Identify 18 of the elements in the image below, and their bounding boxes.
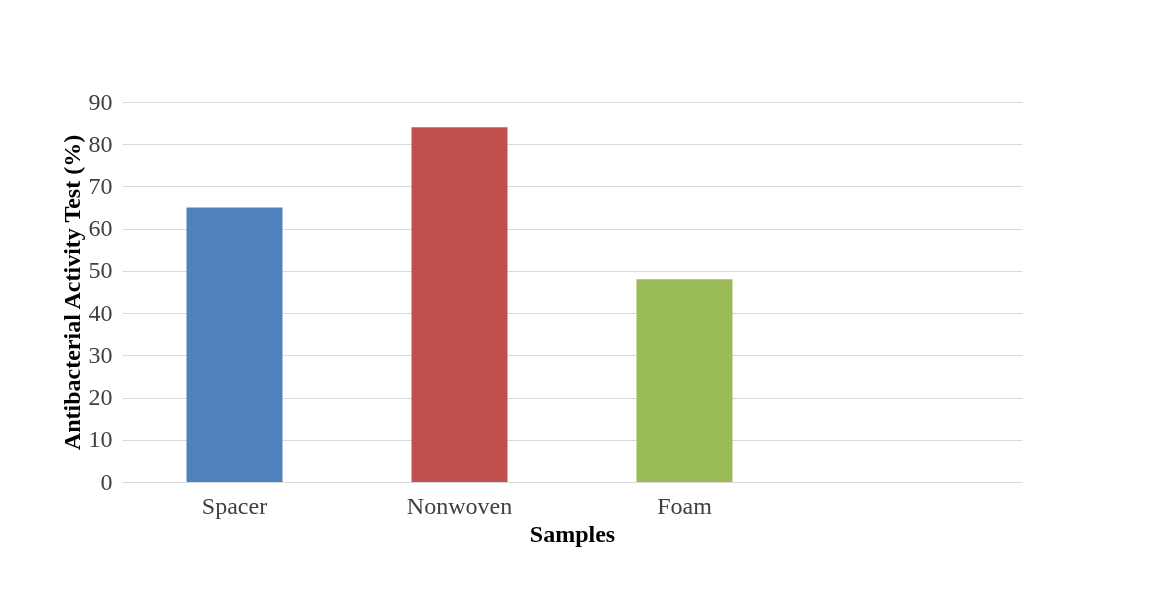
y-tick-label: 60 [88, 215, 113, 242]
y-axis-title: Antibacterial Activity Test (%) [58, 134, 85, 451]
x-tick-label: Nonwoven [406, 492, 513, 519]
x-axis-title: Samples [529, 520, 616, 547]
bar [636, 279, 733, 482]
bar [411, 127, 508, 482]
y-tick-label: 50 [88, 257, 113, 284]
y-tick-label: 0 [100, 468, 113, 495]
x-tick-label: Spacer [201, 492, 268, 519]
y-tick-label: 80 [88, 130, 113, 157]
y-tick-label: 10 [88, 426, 113, 453]
x-tick-label: Foam [657, 492, 713, 519]
y-tick-label: 20 [88, 384, 113, 411]
y-tick-label: 90 [88, 88, 113, 115]
bar [186, 207, 283, 482]
y-tick-label: 30 [88, 341, 113, 368]
y-tick-label: 40 [88, 299, 113, 326]
y-tick-label: 70 [88, 172, 113, 199]
